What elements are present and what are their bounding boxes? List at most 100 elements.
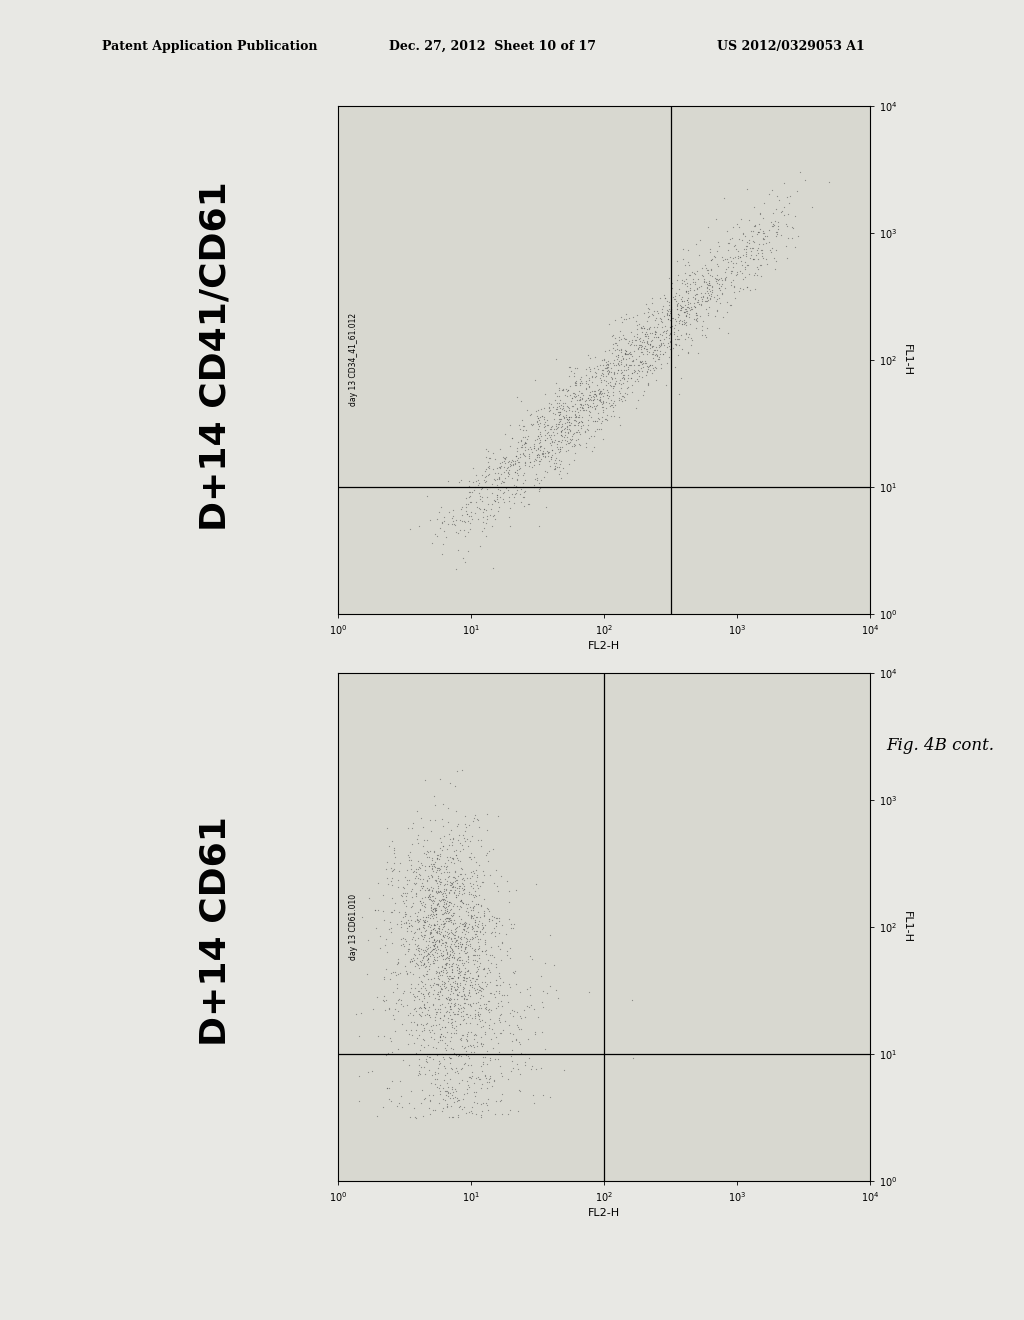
Point bbox=[434, 1089, 451, 1110]
Point bbox=[449, 876, 465, 898]
Point bbox=[532, 436, 549, 457]
Point bbox=[447, 921, 464, 942]
Point bbox=[464, 1061, 480, 1082]
Point bbox=[574, 412, 591, 433]
Point bbox=[460, 948, 476, 969]
Point bbox=[502, 1023, 518, 1044]
Point bbox=[564, 424, 581, 445]
Point bbox=[679, 289, 695, 310]
Text: Fig. 4B cont.: Fig. 4B cont. bbox=[886, 738, 993, 754]
Point bbox=[410, 909, 426, 931]
Point bbox=[452, 880, 468, 902]
Point bbox=[452, 912, 468, 933]
Point bbox=[436, 1038, 453, 1059]
Point bbox=[453, 1014, 469, 1035]
Point bbox=[610, 380, 627, 401]
Point bbox=[378, 958, 394, 979]
Point bbox=[424, 891, 440, 912]
Point bbox=[467, 503, 483, 524]
Point bbox=[761, 232, 777, 253]
Point bbox=[606, 367, 623, 388]
Point bbox=[443, 1096, 460, 1117]
Point bbox=[669, 325, 685, 346]
Point bbox=[780, 227, 797, 248]
Point bbox=[465, 884, 481, 906]
Point bbox=[678, 298, 694, 319]
Point bbox=[438, 987, 455, 1008]
Point bbox=[495, 488, 511, 510]
Point bbox=[450, 985, 466, 1006]
Point bbox=[474, 477, 490, 498]
Point bbox=[383, 921, 399, 942]
Point bbox=[474, 1101, 490, 1122]
Point bbox=[535, 1085, 551, 1106]
Point bbox=[531, 450, 548, 471]
Point bbox=[613, 388, 630, 409]
Point bbox=[460, 904, 476, 925]
Point bbox=[450, 975, 466, 997]
Point bbox=[447, 1057, 464, 1078]
Point bbox=[427, 960, 443, 981]
Point bbox=[437, 960, 454, 981]
Point bbox=[636, 331, 652, 352]
Point bbox=[472, 995, 488, 1016]
Point bbox=[595, 391, 611, 412]
Point bbox=[450, 865, 466, 886]
Point bbox=[399, 1034, 416, 1055]
Point bbox=[580, 387, 596, 408]
Point bbox=[631, 337, 647, 358]
Point bbox=[662, 309, 678, 330]
Point bbox=[427, 1006, 443, 1027]
Point bbox=[468, 465, 484, 486]
Point bbox=[501, 491, 517, 512]
Point bbox=[406, 998, 422, 1019]
Point bbox=[506, 461, 522, 482]
Point bbox=[414, 1002, 430, 1023]
Point bbox=[604, 342, 621, 363]
Point bbox=[699, 273, 716, 294]
Point bbox=[722, 294, 738, 315]
Point bbox=[680, 292, 696, 313]
Point bbox=[497, 467, 513, 488]
Point bbox=[443, 968, 460, 989]
Point bbox=[537, 412, 553, 433]
Point bbox=[588, 395, 604, 416]
Point bbox=[549, 392, 565, 413]
Point bbox=[457, 973, 473, 994]
Point bbox=[536, 981, 552, 1002]
Point bbox=[392, 928, 409, 949]
Point bbox=[420, 948, 436, 969]
Point bbox=[449, 887, 465, 908]
Point bbox=[388, 977, 404, 998]
Point bbox=[752, 203, 768, 224]
Point bbox=[561, 407, 578, 428]
Point bbox=[483, 921, 500, 942]
Point bbox=[468, 906, 484, 927]
Point bbox=[424, 935, 440, 956]
Point bbox=[446, 946, 463, 968]
Point bbox=[451, 1089, 467, 1110]
Point bbox=[416, 946, 432, 968]
Point bbox=[477, 1022, 494, 1043]
Point bbox=[612, 378, 629, 399]
Point bbox=[437, 953, 454, 974]
Point bbox=[378, 990, 394, 1011]
Point bbox=[428, 1003, 444, 1024]
Point bbox=[450, 873, 466, 894]
Point bbox=[413, 978, 429, 999]
Point bbox=[514, 477, 530, 498]
Point bbox=[437, 937, 454, 958]
Point bbox=[692, 282, 709, 304]
Point bbox=[479, 999, 496, 1020]
Point bbox=[455, 966, 471, 987]
Point bbox=[469, 1014, 485, 1035]
Point bbox=[505, 1023, 521, 1044]
Point bbox=[714, 269, 730, 290]
Point bbox=[699, 275, 716, 296]
Point bbox=[502, 436, 518, 457]
Point bbox=[549, 434, 565, 455]
Point bbox=[700, 216, 717, 238]
Point bbox=[433, 942, 450, 964]
Point bbox=[677, 294, 693, 315]
Point bbox=[423, 1015, 439, 1036]
